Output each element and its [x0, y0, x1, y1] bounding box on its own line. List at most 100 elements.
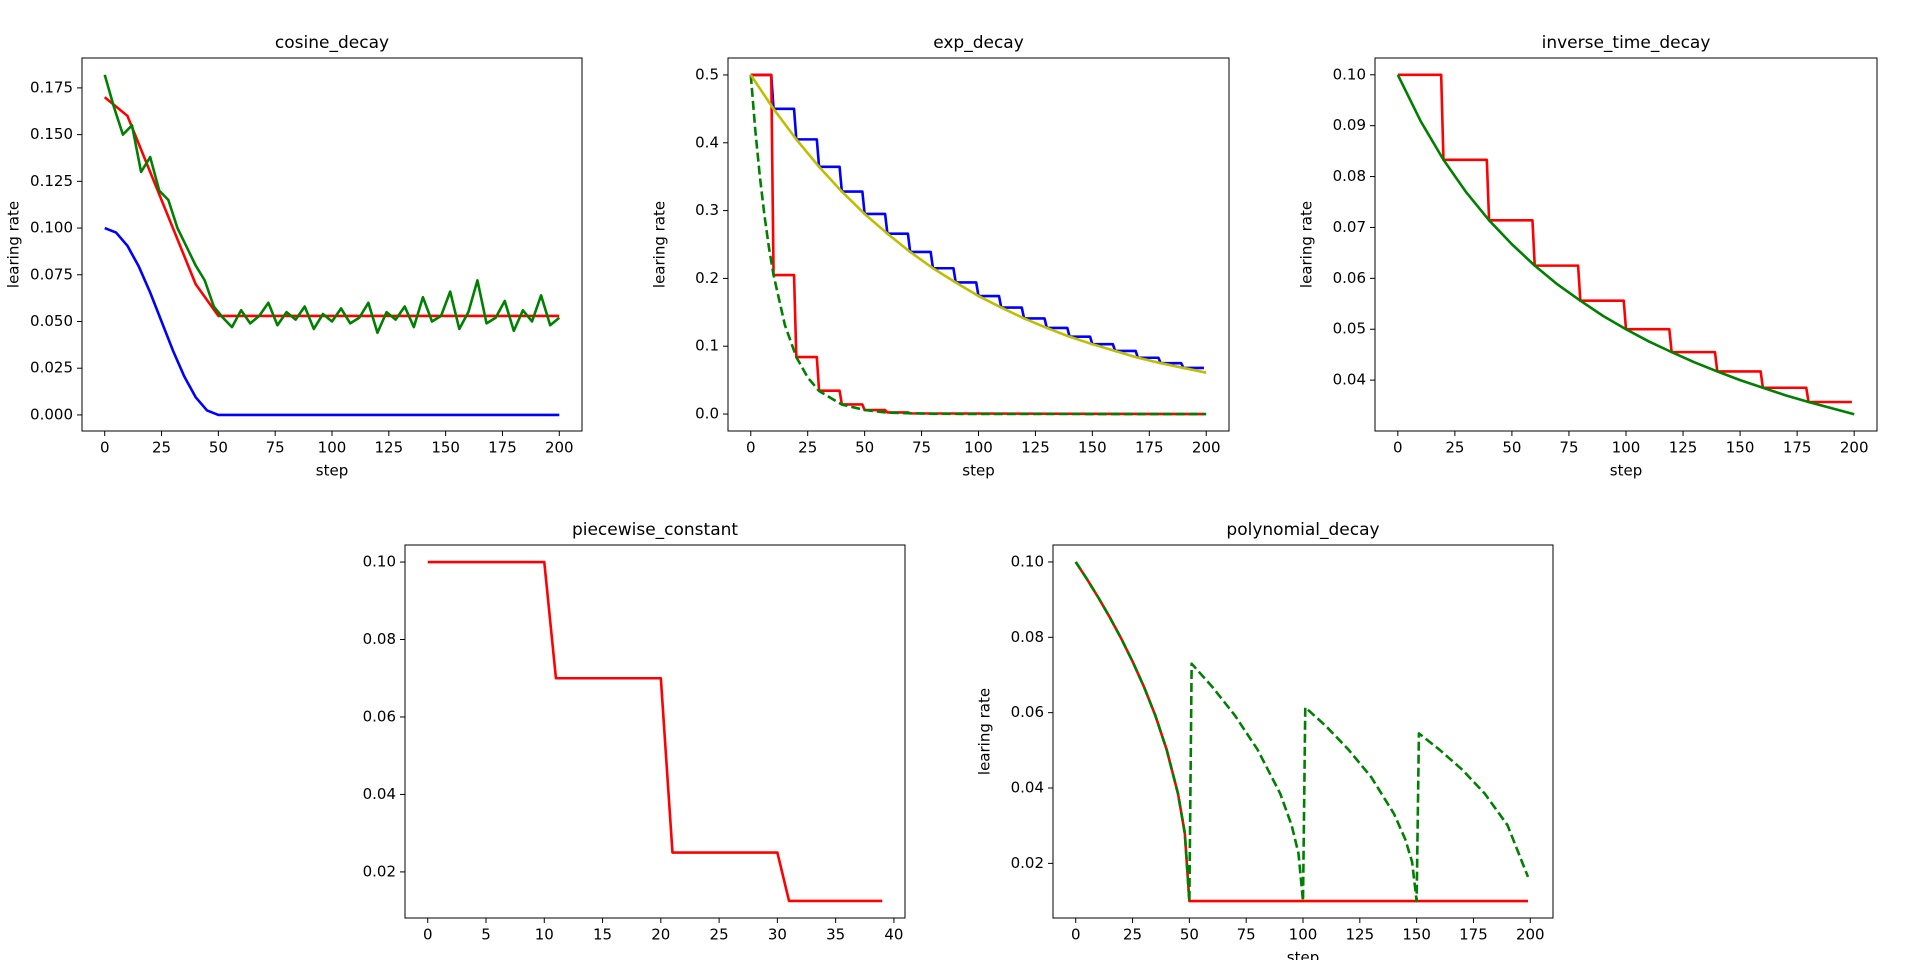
- x-tick-label: 150: [1402, 926, 1431, 944]
- x-tick-label: 75: [1237, 926, 1256, 944]
- x-tick-label: 125: [1021, 439, 1050, 457]
- x-tick-label: 30: [768, 926, 787, 944]
- series-line: [1074, 561, 1528, 903]
- x-tick-label: 50: [855, 439, 874, 457]
- y-axis-label: learing rate: [651, 201, 669, 288]
- x-tick-label: 35: [826, 926, 845, 944]
- y-tick-label: 0.07: [1333, 218, 1366, 236]
- y-axis-label: learing rate: [5, 201, 23, 288]
- series-line: [749, 74, 1207, 416]
- x-tick-label: 0: [1393, 439, 1403, 457]
- x-tick-label: 100: [318, 439, 347, 457]
- x-tick-label: 15: [593, 926, 612, 944]
- x-tick-label: 10: [535, 926, 554, 944]
- x-axis-label: step: [316, 462, 348, 480]
- chart-title: exp_decay: [933, 33, 1024, 53]
- series-line: [750, 73, 1204, 370]
- y-tick-label: 0.4: [695, 133, 719, 151]
- x-tick-label: 75: [1559, 439, 1578, 457]
- series-line: [749, 74, 1207, 374]
- x-tick-label: 25: [152, 439, 171, 457]
- x-tick-label: 125: [1345, 926, 1374, 944]
- x-tick-label: 25: [710, 926, 729, 944]
- x-tick-label: 125: [374, 439, 403, 457]
- x-tick-label: 50: [1502, 439, 1521, 457]
- chart-title: polynomial_decay: [1226, 520, 1379, 540]
- y-tick-label: 0.08: [1333, 167, 1366, 185]
- x-tick-label: 175: [1783, 439, 1812, 457]
- series-line: [1396, 74, 1855, 416]
- y-tick-label: 0.5: [695, 65, 719, 83]
- x-tick-label: 175: [1135, 439, 1164, 457]
- chart-title: piecewise_constant: [572, 520, 738, 540]
- x-axis-label: step: [1287, 949, 1319, 960]
- y-tick-label: 0.06: [363, 707, 396, 725]
- x-tick-label: 0: [100, 439, 110, 457]
- x-tick-label: 25: [1445, 439, 1464, 457]
- chart-title: cosine_decay: [275, 33, 389, 53]
- y-tick-label: 0.0: [695, 405, 719, 423]
- x-tick-label: 40: [884, 926, 903, 944]
- y-tick-label: 0.10: [1333, 65, 1366, 83]
- series-line: [104, 226, 560, 417]
- y-tick-label: 0.1: [695, 337, 719, 355]
- y-tick-label: 0.02: [363, 862, 396, 880]
- x-tick-label: 200: [545, 439, 574, 457]
- y-tick-label: 0.3: [695, 201, 719, 219]
- y-tick-label: 0.05: [1333, 320, 1366, 338]
- y-tick-label: 0.09: [1333, 116, 1366, 134]
- axes-frame: [1052, 544, 1554, 919]
- x-tick-label: 0: [423, 926, 433, 944]
- series-line: [1074, 561, 1530, 903]
- y-tick-label: 0.10: [1011, 552, 1044, 570]
- y-tick-label: 0.08: [363, 630, 396, 648]
- x-tick-label: 150: [431, 439, 460, 457]
- axes-frame: [727, 57, 1230, 432]
- x-tick-label: 200: [1192, 439, 1221, 457]
- series-line: [750, 73, 1204, 416]
- x-tick-label: 50: [209, 439, 228, 457]
- y-tick-label: 0.150: [30, 125, 73, 143]
- y-tick-label: 0.000: [30, 405, 73, 423]
- series-line: [103, 74, 561, 334]
- axes-frame: [81, 57, 583, 432]
- y-tick-label: 0.02: [1011, 854, 1044, 872]
- y-tick-label: 0.125: [30, 172, 73, 190]
- x-tick-label: 5: [481, 926, 491, 944]
- x-tick-label: 50: [1180, 926, 1199, 944]
- x-tick-label: 100: [1612, 439, 1641, 457]
- y-tick-label: 0.04: [1011, 779, 1044, 797]
- y-axis-label: learing rate: [976, 688, 994, 775]
- x-tick-label: 150: [1078, 439, 1107, 457]
- x-tick-label: 100: [1289, 926, 1318, 944]
- y-tick-label: 0.04: [363, 785, 396, 803]
- x-tick-label: 175: [1459, 926, 1488, 944]
- y-tick-label: 0.2: [695, 269, 719, 287]
- x-tick-label: 25: [1123, 926, 1142, 944]
- series-line: [103, 96, 560, 318]
- axes-frame: [1374, 57, 1878, 432]
- series-line: [1397, 73, 1852, 404]
- x-tick-label: 200: [1516, 926, 1545, 944]
- y-tick-label: 0.175: [30, 78, 73, 96]
- y-tick-label: 0.06: [1011, 703, 1044, 721]
- x-tick-label: 75: [912, 439, 931, 457]
- x-tick-label: 0: [746, 439, 756, 457]
- x-axis-label: step: [1610, 462, 1642, 480]
- y-tick-label: 0.025: [30, 359, 73, 377]
- x-tick-label: 20: [651, 926, 670, 944]
- y-tick-label: 0.06: [1333, 269, 1366, 287]
- y-tick-label: 0.04: [1333, 371, 1366, 389]
- x-tick-label: 175: [488, 439, 517, 457]
- y-tick-label: 0.050: [30, 312, 73, 330]
- x-tick-label: 75: [266, 439, 285, 457]
- x-axis-label: step: [962, 462, 994, 480]
- axes-frame: [404, 544, 906, 919]
- y-tick-label: 0.100: [30, 219, 73, 237]
- x-tick-label: 200: [1840, 439, 1869, 457]
- y-tick-label: 0.075: [30, 265, 73, 283]
- x-tick-label: 0: [1071, 926, 1081, 944]
- x-tick-label: 125: [1669, 439, 1698, 457]
